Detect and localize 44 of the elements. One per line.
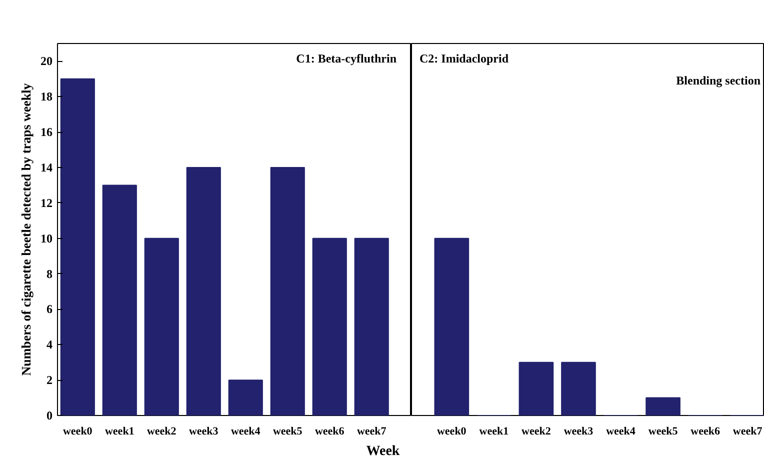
bar (434, 238, 470, 416)
y-tick-label: 2 (46, 373, 52, 388)
y-axis-title: Numbers of cigarette beetle detected by traps weekly (18, 82, 34, 376)
y-tick-label: 6 (46, 302, 52, 316)
y-tick-label: 10 (40, 231, 52, 246)
y-tick-label: 0 (46, 408, 52, 422)
x-tick-label: week7 (356, 426, 387, 438)
y-tick-label: 4 (46, 338, 52, 352)
x-tick-label: week1 (479, 426, 509, 438)
y-tick-label: 12 (40, 196, 52, 210)
y-tick-label: 14 (40, 160, 52, 174)
x-tick-label: week0 (62, 426, 93, 438)
x-tick-label: week4 (606, 426, 636, 438)
bar (144, 238, 179, 416)
bar (561, 362, 596, 416)
x-tick-label: week3 (564, 426, 594, 438)
bar (646, 397, 680, 416)
annotation: C2: Imidacloprid (420, 52, 509, 66)
y-tick-label: 8 (46, 266, 52, 281)
bar (102, 184, 137, 416)
x-tick-label: week5 (272, 426, 303, 438)
y-tick-label: 18 (40, 90, 52, 104)
x-tick-label: week1 (104, 426, 134, 438)
x-tick-label: week0 (437, 426, 467, 438)
annotation: Blending section (676, 74, 761, 88)
x-tick-label: week4 (230, 426, 261, 438)
x-tick-label: week6 (314, 426, 345, 438)
annotation: C1: Beta-cyfluthrin (296, 52, 397, 66)
bar (228, 380, 263, 416)
x-tick-label: week6 (690, 426, 720, 438)
y-tick-label: 16 (40, 125, 52, 140)
bar (270, 167, 305, 416)
bar (354, 238, 389, 416)
x-tick-label: week2 (146, 426, 177, 438)
x-tick-label: week5 (648, 426, 678, 438)
x-tick-label: week7 (732, 426, 763, 438)
x-axis-title: Week (366, 444, 400, 456)
x-tick-label: week3 (188, 426, 219, 438)
x-tick-label: week2 (522, 426, 552, 438)
bar (312, 238, 347, 416)
bar (518, 362, 554, 416)
y-tick-label: 20 (40, 54, 52, 68)
bar (186, 167, 221, 416)
bar (60, 78, 95, 416)
